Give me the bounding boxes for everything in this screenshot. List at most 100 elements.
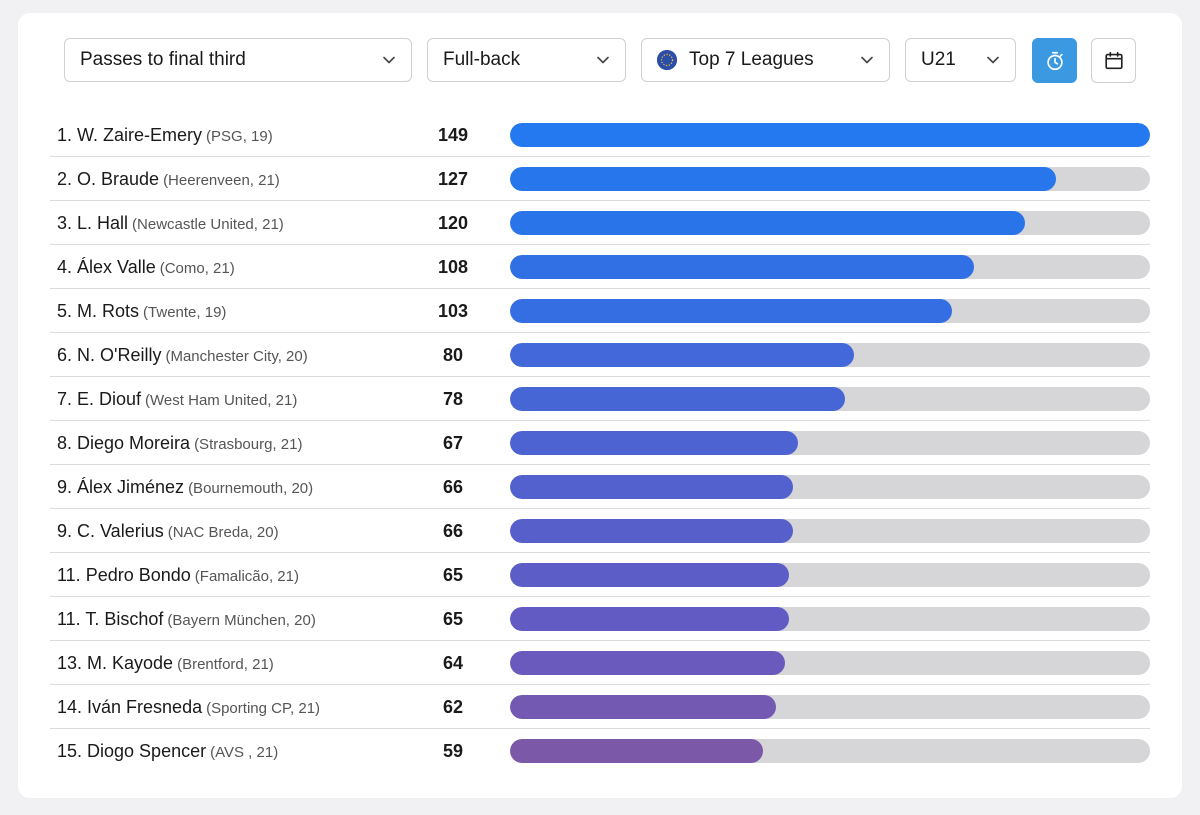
filter-toolbar: Passes to final third Full-back Top 7 Le…: [18, 13, 1182, 113]
player-club-age: (West Ham United, 21): [145, 392, 298, 409]
bar-fill: [510, 299, 952, 323]
table-row[interactable]: 15. Diogo Spencer (AVS , 21) 59: [50, 729, 1150, 773]
stat-value: 108: [437, 257, 469, 277]
player-name: 2. O. Braude: [57, 169, 160, 189]
player-club-age: (NAC Breda, 20): [167, 524, 279, 541]
player-cell: 1. W. Zaire-Emery (PSG, 19): [57, 113, 273, 157]
chevron-down-icon: [987, 56, 999, 64]
stat-value: 78: [442, 389, 464, 409]
player-name: 8. Diego Moreira: [57, 433, 191, 453]
player-cell: 15. Diogo Spencer (AVS , 21): [57, 729, 278, 773]
bar-track: [510, 299, 1150, 323]
bar-track: [510, 695, 1150, 719]
player-name: 11. T. Bischof: [57, 609, 164, 629]
player-cell: 13. M. Kayode (Brentford, 21): [57, 641, 274, 685]
stat-value: 66: [442, 477, 464, 497]
player-cell: 3. L. Hall (Newcastle United, 21): [57, 201, 284, 245]
chevron-down-icon: [861, 56, 873, 64]
bar-fill: [510, 695, 776, 719]
bar-fill: [510, 387, 845, 411]
player-name: 3. L. Hall: [57, 213, 129, 233]
table-row[interactable]: 11. Pedro Bondo (Famalicão, 21) 65: [50, 553, 1150, 597]
bar-fill: [510, 651, 785, 675]
leaderboard-card: Passes to final third Full-back Top 7 Le…: [18, 13, 1182, 798]
player-club-age: (Heerenveen, 21): [163, 172, 280, 189]
chevron-down-icon: [597, 56, 609, 64]
bar-track: [510, 123, 1150, 147]
stat-value: 149: [437, 125, 469, 145]
table-row[interactable]: 4. Álex Valle (Como, 21) 108: [50, 245, 1150, 289]
bar-fill: [510, 475, 793, 499]
player-club-age: (AVS , 21): [210, 744, 279, 761]
bar-track: [510, 431, 1150, 455]
stat-value: 127: [437, 169, 469, 189]
europe-flag-icon: [657, 50, 677, 70]
player-club-age: (Famalicão, 21): [194, 568, 299, 585]
player-name: 15. Diogo Spencer: [57, 741, 207, 761]
bar-fill: [510, 739, 763, 763]
player-name: 11. Pedro Bondo: [57, 565, 191, 585]
table-row[interactable]: 7. E. Diouf (West Ham United, 21) 78: [50, 377, 1150, 421]
position-dropdown[interactable]: Full-back: [427, 38, 626, 82]
bar-fill: [510, 519, 793, 543]
player-name: 6. N. O'Reilly: [57, 345, 162, 365]
age-dropdown-label: U21: [921, 49, 956, 70]
player-cell: 2. O. Braude (Heerenveen, 21): [57, 157, 280, 201]
metric-dropdown[interactable]: Passes to final third: [64, 38, 412, 82]
table-row[interactable]: 8. Diego Moreira (Strasbourg, 21) 67: [50, 421, 1150, 465]
stat-value: 65: [442, 565, 464, 585]
bar-fill: [510, 167, 1056, 191]
table-row[interactable]: 14. Iván Fresneda (Sporting CP, 21) 62: [50, 685, 1150, 729]
league-dropdown[interactable]: Top 7 Leagues: [641, 38, 890, 82]
metric-dropdown-label: Passes to final third: [80, 49, 246, 70]
player-name: 9. Álex Jiménez: [57, 477, 185, 497]
player-name: 13. M. Kayode: [57, 653, 174, 673]
table-row[interactable]: 6. N. O'Reilly (Manchester City, 20) 80: [50, 333, 1150, 377]
stat-value: 80: [442, 345, 464, 365]
bar-track: [510, 167, 1150, 191]
player-club-age: (Bayern München, 20): [167, 612, 316, 629]
stat-value: 103: [437, 301, 469, 321]
player-cell: 11. Pedro Bondo (Famalicão, 21): [57, 553, 299, 597]
bar-track: [510, 343, 1150, 367]
bar-fill: [510, 211, 1025, 235]
player-cell: 7. E. Diouf (West Ham United, 21): [57, 377, 297, 421]
player-name: 5. M. Rots: [57, 301, 140, 321]
player-club-age: (Manchester City, 20): [165, 348, 308, 365]
player-name: 14. Iván Fresneda: [57, 697, 203, 717]
bar-fill: [510, 255, 974, 279]
calendar-button[interactable]: [1091, 38, 1136, 83]
player-club-age: (Strasbourg, 21): [194, 436, 303, 453]
timer-toggle-button[interactable]: [1032, 38, 1077, 83]
player-club-age: (Como, 21): [159, 260, 235, 277]
age-dropdown[interactable]: U21: [905, 38, 1016, 82]
player-club-age: (PSG, 19): [206, 128, 273, 145]
player-club-age: (Bournemouth, 20): [188, 480, 314, 497]
bar-track: [510, 211, 1150, 235]
stat-value: 67: [442, 433, 464, 453]
player-cell: 8. Diego Moreira (Strasbourg, 21): [57, 421, 302, 465]
player-cell: 6. N. O'Reilly (Manchester City, 20): [57, 333, 308, 377]
stat-value: 62: [442, 697, 464, 717]
bar-track: [510, 255, 1150, 279]
table-row[interactable]: 3. L. Hall (Newcastle United, 21) 120: [50, 201, 1150, 245]
player-cell: 11. T. Bischof (Bayern München, 20): [57, 597, 316, 641]
stopwatch-icon: [1046, 51, 1063, 70]
bar-fill: [510, 343, 854, 367]
stat-value: 64: [442, 653, 464, 673]
table-row[interactable]: 11. T. Bischof (Bayern München, 20) 65: [50, 597, 1150, 641]
table-row[interactable]: 5. M. Rots (Twente, 19) 103: [50, 289, 1150, 333]
player-cell: 5. M. Rots (Twente, 19): [57, 289, 226, 333]
table-row[interactable]: 1. W. Zaire-Emery (PSG, 19) 149: [50, 113, 1150, 157]
player-club-age: (Sporting CP, 21): [206, 700, 321, 717]
stat-value: 120: [437, 213, 469, 233]
table-row[interactable]: 9. C. Valerius (NAC Breda, 20) 66: [50, 509, 1150, 553]
bar-track: [510, 475, 1150, 499]
table-row[interactable]: 13. M. Kayode (Brentford, 21) 64: [50, 641, 1150, 685]
bar-track: [510, 607, 1150, 631]
table-row[interactable]: 9. Álex Jiménez (Bournemouth, 20) 66: [50, 465, 1150, 509]
bar-fill: [510, 431, 798, 455]
table-row[interactable]: 2. O. Braude (Heerenveen, 21) 127: [50, 157, 1150, 201]
player-cell: 9. C. Valerius (NAC Breda, 20): [57, 509, 279, 553]
bar-fill: [510, 563, 789, 587]
